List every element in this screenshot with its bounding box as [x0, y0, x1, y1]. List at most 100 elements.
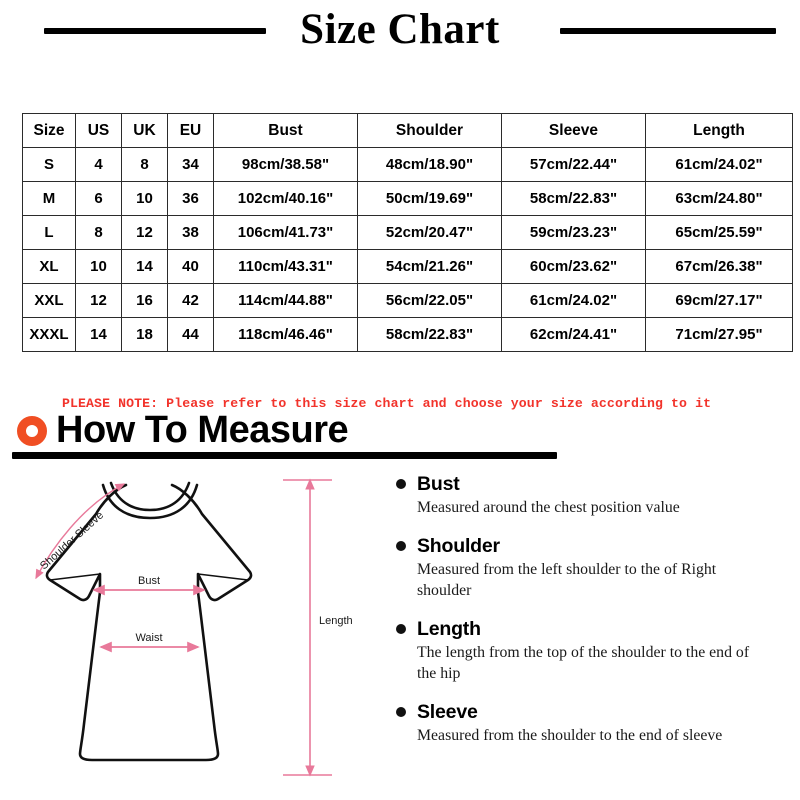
cell-shoulder: 56cm/22.05"	[357, 283, 502, 318]
cell-size: S	[22, 147, 76, 182]
cell-bust: 110cm/43.31"	[213, 249, 358, 284]
cell-length: 61cm/24.02"	[645, 147, 793, 182]
cell-uk: 16	[121, 283, 168, 318]
cell-shoulder: 52cm/20.47"	[357, 215, 502, 250]
cell-us: 6	[75, 181, 122, 216]
column-header-sleeve: Sleeve	[501, 113, 646, 148]
title-rule-left-decoration	[44, 28, 266, 34]
bullet-dot-icon	[396, 707, 406, 717]
column-header-eu: EU	[167, 113, 214, 148]
cell-size: L	[22, 215, 76, 250]
list-item: Shoulder Measured from the left shoulder…	[396, 535, 796, 601]
cell-uk: 12	[121, 215, 168, 250]
cell-uk: 8	[121, 147, 168, 182]
list-item: Bust Measured around the chest position …	[396, 473, 796, 518]
column-header-size: Size	[22, 113, 76, 148]
column-header-us: US	[75, 113, 122, 148]
table-row: XXXL 14 18 44 118cm/46.46" 58cm/22.83" 6…	[22, 317, 793, 352]
shoulder-sleeve-label: Shoulder Sleeve	[38, 509, 106, 572]
cell-eu: 40	[167, 249, 214, 284]
bust-arrow: Bust	[92, 575, 206, 596]
cell-us: 10	[75, 249, 122, 284]
cell-uk: 10	[121, 181, 168, 216]
bullet-dot-icon	[396, 541, 406, 551]
table-row: XL 10 14 40 110cm/43.31" 54cm/21.26" 60c…	[22, 249, 793, 284]
measure-item-title: Sleeve	[417, 701, 478, 723]
cell-bust: 102cm/40.16"	[213, 181, 358, 216]
tshirt-measurement-diagram: Shoulder Sleeve Bust Waist Length	[8, 462, 388, 792]
table-row: XXL 12 16 42 114cm/44.88" 56cm/22.05" 61…	[22, 283, 793, 318]
cell-us: 14	[75, 317, 122, 352]
cell-length: 71cm/27.95"	[645, 317, 793, 352]
cell-shoulder: 48cm/18.90"	[357, 147, 502, 182]
cell-length: 63cm/24.80"	[645, 181, 793, 216]
waist-arrow: Waist	[99, 632, 200, 653]
table-row: S 4 8 34 98cm/38.58" 48cm/18.90" 57cm/22…	[22, 147, 793, 182]
size-chart-table: Size US UK EU Bust Shoulder Sleeve Lengt…	[22, 113, 793, 352]
cell-uk: 18	[121, 317, 168, 352]
cell-length: 69cm/27.17"	[645, 283, 793, 318]
length-arrow: Length	[283, 478, 353, 777]
measure-item-description: The length from the top of the shoulder …	[417, 644, 750, 682]
column-header-uk: UK	[121, 113, 168, 148]
bullet-dot-icon	[396, 624, 406, 634]
measure-item-title: Length	[417, 618, 481, 640]
cell-sleeve: 58cm/22.83"	[501, 181, 646, 216]
page-title: Size Chart	[300, 6, 500, 53]
cell-size: XXL	[22, 283, 76, 318]
page-header: Size Chart	[0, 0, 800, 70]
cell-bust: 118cm/46.46"	[213, 317, 358, 352]
measure-item-title: Bust	[417, 473, 460, 495]
cell-sleeve: 59cm/23.23"	[501, 215, 646, 250]
list-item: Sleeve Measured from the shoulder to the…	[396, 701, 796, 746]
measure-item-title: Shoulder	[417, 535, 500, 557]
how-to-measure-title: How To Measure	[56, 409, 349, 451]
cell-size: M	[22, 181, 76, 216]
cell-sleeve: 62cm/24.41"	[501, 317, 646, 352]
cell-bust: 98cm/38.58"	[213, 147, 358, 182]
shoulder-sleeve-arrow: Shoulder Sleeve	[35, 483, 126, 580]
cell-eu: 38	[167, 215, 214, 250]
cell-eu: 44	[167, 317, 214, 352]
cell-length: 67cm/26.38"	[645, 249, 793, 284]
cell-sleeve: 60cm/23.62"	[501, 249, 646, 284]
cell-sleeve: 57cm/22.44"	[501, 147, 646, 182]
cell-eu: 36	[167, 181, 214, 216]
bust-label: Bust	[138, 575, 160, 587]
how-to-measure-underline-bar	[12, 452, 557, 459]
cell-uk: 14	[121, 249, 168, 284]
cell-size: XL	[22, 249, 76, 284]
table-row: L 8 12 38 106cm/41.73" 52cm/20.47" 59cm/…	[22, 215, 793, 250]
cell-sleeve: 61cm/24.02"	[501, 283, 646, 318]
size-chart-table-container: Size US UK EU Bust Shoulder Sleeve Lengt…	[22, 113, 793, 352]
cell-length: 65cm/25.59"	[645, 215, 793, 250]
cell-shoulder: 58cm/22.83"	[357, 317, 502, 352]
cell-bust: 114cm/44.88"	[213, 283, 358, 318]
cell-bust: 106cm/41.73"	[213, 215, 358, 250]
waist-label: Waist	[135, 632, 162, 644]
tshirt-outline	[45, 481, 253, 762]
column-header-shoulder: Shoulder	[357, 113, 502, 148]
bullet-dot-icon	[396, 479, 406, 489]
orange-ring-icon	[17, 416, 47, 446]
cell-eu: 42	[167, 283, 214, 318]
title-rule-right-decoration	[560, 28, 776, 34]
column-header-length: Length	[645, 113, 793, 148]
cell-shoulder: 54cm/21.26"	[357, 249, 502, 284]
table-header-row: Size US UK EU Bust Shoulder Sleeve Lengt…	[22, 113, 793, 148]
measure-item-description: Measured around the chest position value	[417, 499, 680, 516]
measurement-definition-list: Bust Measured around the chest position …	[396, 473, 796, 763]
please-note-text: PLEASE NOTE: Please refer to this size c…	[62, 396, 712, 411]
cell-shoulder: 50cm/19.69"	[357, 181, 502, 216]
cell-size: XXXL	[22, 317, 76, 352]
length-label: Length	[319, 615, 353, 627]
column-header-bust: Bust	[213, 113, 358, 148]
measure-item-description: Measured from the left shoulder to the o…	[417, 561, 717, 599]
cell-us: 8	[75, 215, 122, 250]
table-row: M 6 10 36 102cm/40.16" 50cm/19.69" 58cm/…	[22, 181, 793, 216]
cell-us: 12	[75, 283, 122, 318]
cell-us: 4	[75, 147, 122, 182]
measure-item-description: Measured from the shoulder to the end of…	[417, 727, 723, 744]
list-item: Length The length from the top of the sh…	[396, 618, 796, 684]
cell-eu: 34	[167, 147, 214, 182]
